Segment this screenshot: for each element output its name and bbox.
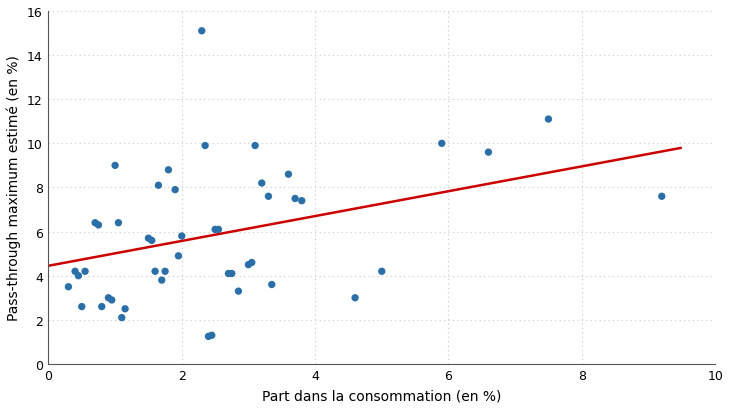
Point (112, 220, 124, 227)
Point (80, 268, 91, 275)
Point (119, 306, 131, 312)
Point (149, 268, 161, 275)
Point (223, 270, 234, 277)
Point (206, 332, 218, 339)
Point (283, 171, 294, 178)
Point (226, 270, 237, 277)
Point (483, 150, 494, 156)
Point (106, 297, 118, 303)
Point (72, 273, 84, 279)
Point (69, 268, 81, 275)
Point (172, 253, 184, 259)
Point (376, 268, 388, 275)
Point (63, 284, 74, 290)
Point (210, 227, 221, 233)
Point (169, 187, 181, 193)
X-axis label: Part dans la consommation (en %): Part dans la consommation (en %) (262, 388, 502, 402)
Point (93, 222, 104, 229)
Point (256, 180, 268, 187)
Point (349, 295, 361, 301)
Point (196, 29, 207, 35)
Point (159, 268, 171, 275)
Point (142, 235, 154, 242)
Point (96, 303, 107, 310)
Point (296, 198, 307, 204)
Point (199, 143, 211, 149)
Point (542, 117, 554, 123)
Point (242, 262, 254, 268)
Point (146, 238, 158, 244)
Point (249, 143, 261, 149)
Point (156, 277, 168, 284)
Point (233, 288, 245, 295)
Point (163, 167, 174, 174)
Point (212, 227, 224, 233)
Point (203, 333, 215, 340)
Point (436, 141, 447, 147)
Point (116, 315, 128, 321)
Point (103, 295, 115, 301)
Point (89, 220, 101, 227)
Point (289, 196, 301, 202)
Point (176, 233, 188, 240)
Point (263, 193, 274, 200)
Y-axis label: Pass-through maximum estimé (en %): Pass-through maximum estimé (en %) (7, 55, 21, 321)
Point (153, 182, 164, 189)
Point (266, 281, 277, 288)
Point (656, 193, 668, 200)
Point (110, 163, 121, 169)
Point (76, 303, 88, 310)
Point (246, 260, 258, 266)
